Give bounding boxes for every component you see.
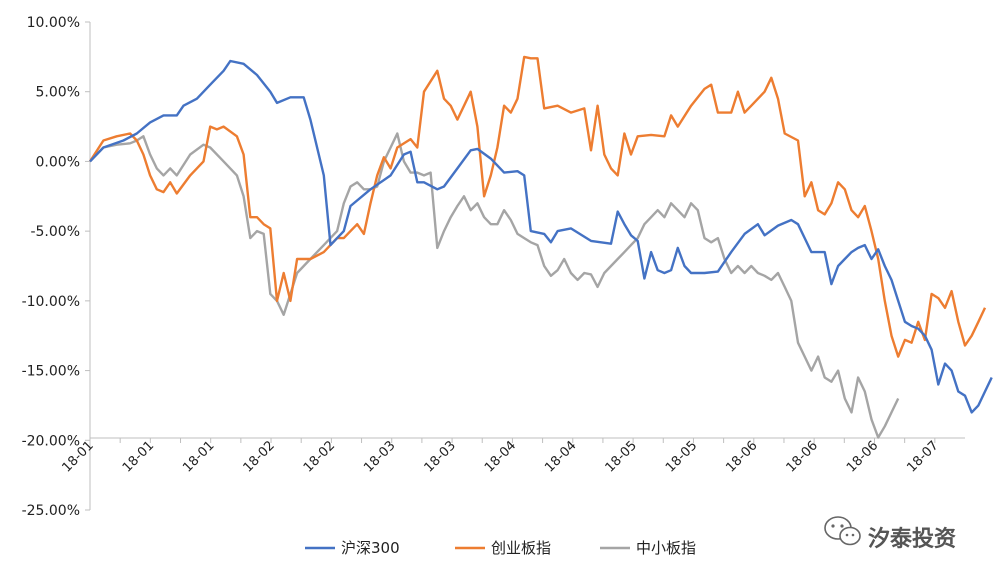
x-tick-label: 18-07	[904, 438, 941, 475]
y-tick-label: -20.00%	[22, 433, 80, 449]
x-tick-label: 18-02	[301, 438, 338, 475]
y-tick-label: 5.00%	[36, 85, 80, 101]
x-tick-label: 18-02	[241, 438, 278, 475]
watermark: 汐泰投资	[824, 516, 956, 552]
series-layer	[88, 55, 993, 439]
y-tick-label: -25.00%	[22, 503, 80, 519]
legend-label: 创业板指	[491, 539, 551, 557]
y-axis: 10.00% 5.00% 0.00% -5.00% -10.00% -15.00% -20.…	[22, 15, 91, 519]
watermark-text: 汐泰投资	[868, 526, 956, 552]
wechat-icon	[824, 516, 861, 546]
x-tick-label: 18-03	[422, 438, 459, 475]
y-tick-label: -5.00%	[30, 224, 80, 240]
x-tick-label: 18-04	[542, 438, 579, 475]
x-tick-label: 18-05	[603, 438, 640, 475]
legend-label: 沪深300	[341, 539, 400, 557]
x-axis: 18-01 18-01 18-01 18-02 18-02 18-03 18-03 18-04…	[60, 437, 965, 476]
y-tick-label: 0.00%	[36, 154, 80, 170]
x-tick-label: 18-05	[663, 438, 700, 475]
series-line-2	[89, 132, 900, 439]
x-tick-label: 18-01	[120, 438, 157, 475]
x-tick-label: 18-06	[723, 438, 760, 475]
x-tick-label: 18-04	[482, 438, 519, 475]
series-line-0	[89, 59, 993, 414]
x-tick-label: 18-03	[361, 438, 398, 475]
series-line-1	[88, 55, 987, 358]
y-tick-label: -15.00%	[22, 364, 80, 380]
y-tick-label: 10.00%	[27, 15, 80, 31]
x-tick-label: 18-06	[844, 438, 881, 475]
x-tick-label: 18-01	[180, 438, 217, 475]
x-tick-label: 18-06	[784, 438, 821, 475]
y-tick-label: -10.00%	[22, 294, 80, 310]
legend: 沪深300 创业板指 中小板指	[305, 539, 696, 557]
legend-label: 中小板指	[636, 539, 696, 557]
